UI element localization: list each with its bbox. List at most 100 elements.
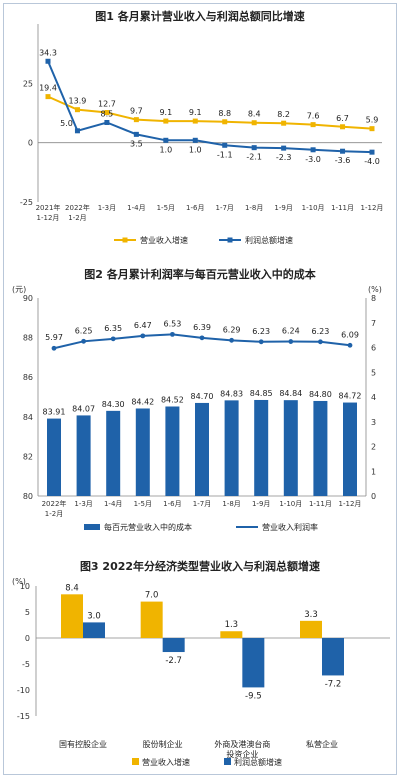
- x-tick-label: 1-12月: [361, 204, 384, 212]
- growth-bar: [61, 594, 83, 638]
- x-tick-label: 1-12月: [37, 214, 60, 222]
- bar-value-label: 84.52: [161, 396, 184, 405]
- cost-bar: [224, 400, 239, 496]
- growth-bar: [162, 638, 185, 653]
- data-label: 8.8: [218, 109, 231, 118]
- legend-swatch-bar: [84, 524, 100, 530]
- data-point: [51, 345, 57, 351]
- data-point: [281, 145, 287, 151]
- data-label: 3.5: [130, 139, 143, 148]
- cost-bar: [343, 402, 357, 496]
- data-label: 5.0: [60, 119, 73, 128]
- data-label: 1.0: [189, 145, 202, 154]
- data-point: [163, 118, 169, 124]
- bar-value-label: 84.83: [220, 389, 243, 398]
- x-tick-label: 1-8月: [245, 204, 263, 212]
- y-left-tick-label: 90: [23, 294, 33, 303]
- data-point: [288, 339, 294, 344]
- cost-bar: [106, 410, 121, 496]
- x-tick-label: 1-10月: [302, 204, 325, 212]
- line-value-label: 6.39: [193, 323, 211, 332]
- y-right-tick-label: 4: [371, 393, 376, 402]
- x-tick-label: 1-8月: [222, 500, 240, 508]
- data-label: 7.6: [307, 112, 320, 121]
- cost-bar: [135, 408, 150, 496]
- data-point: [110, 336, 116, 342]
- bar-value-label: -9.5: [245, 691, 262, 701]
- growth-bar: [322, 638, 344, 676]
- bar-value-label: 1.3: [225, 620, 239, 630]
- data-label: 9.1: [159, 108, 172, 117]
- x-tick-label: 1-3月: [74, 500, 92, 508]
- data-label: -4.0: [364, 157, 380, 166]
- y-tick-label: 10: [20, 582, 30, 591]
- y-axis-unit-left: (元): [12, 285, 26, 294]
- bar-value-label: 84.70: [191, 392, 214, 401]
- data-point: [81, 338, 86, 344]
- data-point: [281, 120, 287, 126]
- data-label: 19.4: [39, 84, 57, 93]
- chart-title: 图2 各月累计利润率与每百元营业收入中的成本: [84, 267, 315, 281]
- line-value-label: 6.35: [104, 324, 122, 333]
- chart-title: 图3 2022年分经济类型营业收入与利润总额增速: [80, 559, 320, 573]
- data-label: 5.9: [366, 116, 379, 125]
- x-tick-label: 股份制企业: [143, 739, 183, 749]
- data-point: [340, 124, 346, 130]
- y-tick-label: 0: [28, 139, 33, 148]
- x-tick-label: 外商及港澳台商: [214, 739, 270, 749]
- y-axis-unit: (%): [12, 577, 26, 586]
- legend-label: 营业收入增速: [142, 757, 190, 767]
- y-tick-label: 5: [25, 608, 30, 617]
- data-label: 9.7: [130, 107, 143, 116]
- x-tick-label: 2022年: [42, 499, 67, 508]
- y-left-tick-label: 82: [23, 452, 33, 461]
- cost-bar: [313, 400, 328, 496]
- data-point: [258, 339, 264, 345]
- data-point: [45, 94, 51, 100]
- data-label: -3.0: [305, 155, 321, 164]
- bar-value-label: 83.91: [43, 408, 66, 417]
- data-point: [104, 119, 110, 125]
- bar-value-label: 84.85: [250, 389, 273, 398]
- data-point: [140, 333, 146, 339]
- x-tick-label: 1-7月: [216, 204, 234, 212]
- data-point: [133, 131, 139, 137]
- data-point: [74, 128, 80, 134]
- cost-bar: [254, 399, 269, 496]
- data-point: [251, 120, 257, 126]
- bar-value-label: 84.72: [339, 392, 362, 401]
- y-right-tick-label: 7: [371, 319, 376, 328]
- x-tick-label: 1-11月: [309, 500, 332, 508]
- y-tick-label: -10: [17, 686, 30, 695]
- x-tick-label: 1-10月: [279, 500, 302, 508]
- data-point: [222, 119, 228, 125]
- data-point: [163, 137, 169, 143]
- x-tick-label: 投资企业: [226, 749, 258, 759]
- growth-bar: [220, 631, 243, 638]
- x-tick-label: 1-5月: [157, 204, 175, 212]
- line-value-label: 5.97: [45, 333, 63, 342]
- x-tick-label: 1-9月: [274, 204, 292, 212]
- bar-value-label: 84.80: [309, 390, 332, 399]
- data-point: [104, 110, 110, 116]
- bar-value-label: 3.3: [304, 610, 318, 620]
- growth-bar: [300, 620, 322, 638]
- cost-bar: [47, 418, 61, 496]
- data-label: -3.6: [335, 156, 351, 165]
- x-tick-label: 1-9月: [252, 500, 270, 508]
- y-tick-label: -15: [17, 712, 30, 721]
- x-tick-label: 1-6月: [163, 500, 181, 508]
- chart-title: 图1 各月累计营业收入与利润总额同比增速: [95, 9, 304, 23]
- x-tick-label: 1-12月: [339, 500, 362, 508]
- bar-value-label: 84.42: [131, 397, 154, 406]
- bar-value-label: 84.30: [102, 400, 125, 409]
- data-label: 8.2: [277, 110, 290, 119]
- cost-bar: [195, 402, 209, 496]
- y-right-tick-label: 8: [371, 294, 376, 303]
- data-point: [340, 148, 346, 154]
- x-tick-label: 1-7月: [193, 500, 211, 508]
- bar-value-label: -7.2: [325, 679, 342, 689]
- data-point: [347, 342, 353, 348]
- x-tick-label: 1-4月: [104, 500, 122, 508]
- y-tick-label: 25: [23, 79, 33, 88]
